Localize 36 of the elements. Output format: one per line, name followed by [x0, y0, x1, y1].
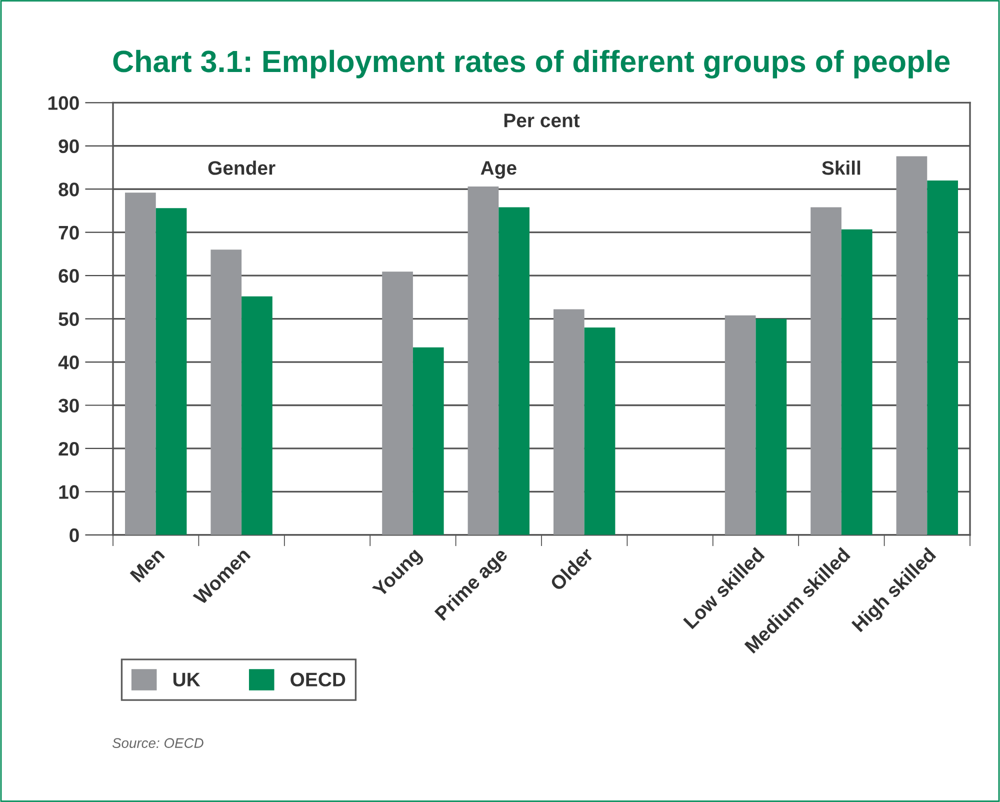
- y-tick-label: 50: [58, 312, 79, 326]
- bar: [927, 180, 958, 535]
- bar: [242, 296, 272, 535]
- legend-label: OECD: [290, 672, 346, 686]
- bar: [724, 315, 756, 535]
- bar: [125, 192, 156, 535]
- bar: [498, 207, 530, 535]
- x-tick-label: Men: [130, 547, 166, 583]
- y-tick-label: 90: [58, 139, 79, 154]
- y-tick-label: 10: [59, 485, 79, 499]
- bar: [412, 347, 444, 535]
- chart-title: Chart 3.1: Employment rates of different groups of people: [113, 50, 950, 78]
- bar: [554, 309, 584, 535]
- annotation: Gender: [208, 160, 276, 175]
- annotation: Age: [480, 161, 516, 179]
- annotation: Skill: [822, 160, 860, 175]
- source-note: Source: OECD: [112, 738, 204, 748]
- bar: [841, 229, 872, 535]
- bar: [468, 186, 499, 535]
- y-tick-label: 80: [58, 182, 79, 196]
- bar: [756, 318, 787, 535]
- y-tick-label: 100: [48, 96, 79, 110]
- bar: [810, 207, 842, 535]
- y-tick-label: 20: [58, 442, 79, 456]
- bar: [896, 156, 928, 535]
- annotation: Per cent: [504, 114, 580, 128]
- bar: [382, 272, 413, 535]
- bar: [156, 208, 187, 535]
- y-tick-label: 30: [58, 398, 79, 413]
- bar: [210, 250, 242, 535]
- y-tick-label: 40: [58, 355, 79, 370]
- y-tick-label: 0: [70, 528, 79, 542]
- y-tick-label: 70: [58, 226, 79, 240]
- y-tick-label: 60: [58, 269, 79, 283]
- legend-label: UK: [173, 672, 200, 686]
- bar: [584, 327, 616, 535]
